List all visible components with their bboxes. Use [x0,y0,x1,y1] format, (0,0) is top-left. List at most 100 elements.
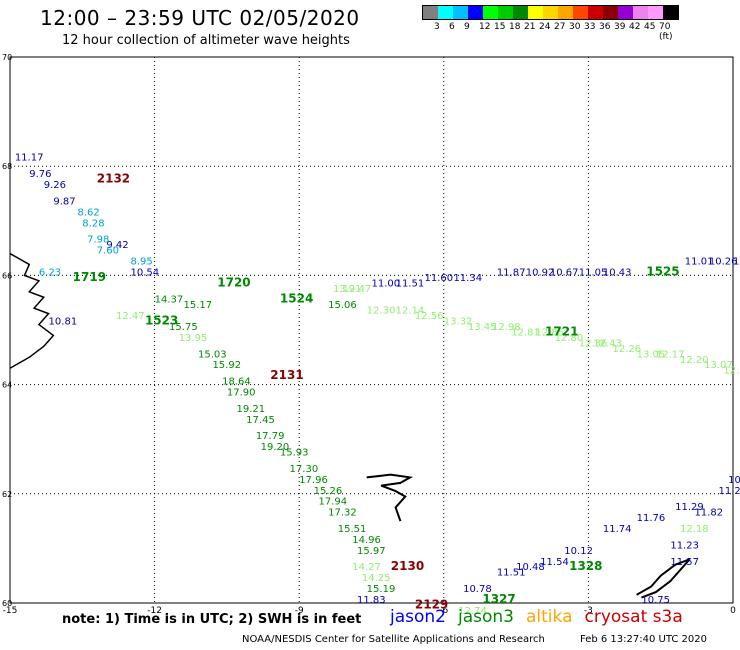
legend-label: 21 [524,22,536,32]
wave-height-label: 12.20 [680,355,709,366]
wave-height-label: 10.78 [463,584,492,595]
wave-height-label: 13.45 [468,322,497,333]
wave-height-label: 12.74 [458,606,487,617]
color-swatch-bar [422,5,679,20]
wave-height-label: 19.20 [261,442,290,453]
legend-swatch [663,6,678,19]
wave-height-label: 15.75 [169,322,198,333]
wave-height-label: 6.23 [39,267,61,278]
wave-height-label: 11.01 [685,256,714,267]
wave-height-label: 9.42 [106,240,128,251]
wave-height-label: 12.36 [579,338,608,349]
wave-height-label: 12.98 [492,322,521,333]
pass-time-label: 1327 [482,592,515,606]
wave-height-label: 17.30 [290,464,319,475]
wave-height-label: 11.29 [675,502,704,513]
legend-label: 18 [509,22,521,32]
wave-height-label: 11.28 [719,486,740,497]
wave-height-label: 11.87 [497,267,526,278]
wave-height-label: 7.98 [87,235,109,246]
wave-height-label: 10.9 [728,475,740,486]
wave-height-label: 13.95 [179,333,208,344]
legend-label: 33 [584,22,596,32]
wave-height-label: 11.82 [694,508,723,519]
wave-height-label: 11.51 [396,278,425,289]
wave-height-label: 10.92 [526,267,555,278]
wave-height-label: 12.26 [613,344,642,355]
legend-swatch [603,6,618,19]
wave-height-label: 12.26 [723,366,740,377]
legend-swatch [588,6,603,19]
wave-height-label: 11.05 [579,267,608,278]
legend-label: 36 [599,22,611,32]
wave-height-label: 8.62 [77,207,99,218]
legend-swatch [438,6,453,19]
satellite-legend-item: jason3 [458,607,514,627]
wave-height-label: 11.00 [372,278,401,289]
satellite-legend-item: jason2 [390,607,446,627]
legend-label: 39 [614,22,626,32]
lon-tick-label: -15 [3,606,18,616]
legend-swatch [543,6,558,19]
wave-height-label: 12.47 [343,284,372,295]
page-subtitle: 12 hour collection of altimeter wave hei… [62,33,350,48]
wave-height-label: 14.27 [352,562,381,573]
pass-time-label: 2130 [391,559,424,573]
legend-label: 70 (ft) [659,22,673,42]
pass-time-label: 2132 [97,172,130,186]
legend-swatch [483,6,498,19]
wave-height-label: 12.85 [535,327,564,338]
page-title: 12:00 – 23:59 UTC 02/05/2020 [40,6,360,30]
lat-tick-label: 68 [2,162,12,171]
lat-tick-label: 64 [2,381,12,390]
legend-label: 12 [479,22,491,32]
lat-tick-label: 66 [2,271,12,280]
legend-label: 9 [464,22,470,32]
lon-tick-label: -3 [584,606,593,616]
pass-time-label: 2129 [415,597,448,611]
legend-swatch [513,6,528,19]
wave-height-label: 8.95 [131,256,153,267]
pass-time-label: 1328 [569,559,602,573]
legend-label: 15 [494,22,506,32]
wave-height-label: 11.57 [670,557,699,568]
lat-tick-label: 70 [2,53,12,62]
wave-height-label: 11.74 [603,524,632,535]
wave-height-label: 12.17 [656,349,685,360]
lon-tick-label: -6 [439,606,448,616]
pass-time-label: 2131 [270,368,303,382]
wave-height-label: 18.64 [222,377,251,388]
wave-height-label: 13.05 [637,349,666,360]
legend-label: 3 [434,22,440,32]
legend-swatch [528,6,543,19]
lon-tick-label: 0 [730,606,736,616]
wave-height-label: 17.79 [256,431,285,442]
wave-height-label: 12.47 [116,311,145,322]
wave-height-label: 12.56 [415,311,444,322]
pass-time-label: 1525 [646,264,679,278]
wave-height-label: 14.96 [352,535,381,546]
legend-swatch [558,6,573,19]
wave-height-label: 17.32 [328,508,357,519]
wave-height-label: 9.87 [53,196,75,207]
wave-height-label: 15.92 [212,360,241,371]
legend-label: 45 [644,22,656,32]
lat-tick-label: 60 [2,599,12,608]
pass-time-label: 1523 [145,314,178,328]
wave-height-label: 17.45 [246,415,275,426]
legend-swatch [618,6,633,19]
wave-height-label: 11.23 [670,540,699,551]
wave-height-label: 11.54 [540,557,569,568]
satellite-legend-item: altika [526,607,573,627]
wave-height-label: 12.18 [680,524,709,535]
satellite-legend: jason2 jason3 altika cryosat s3a [390,607,695,627]
credit-timestamp: Feb 6 13:27:40 UTC 2020 [580,634,707,645]
wave-height-label: 10.48 [516,562,545,573]
legend-label: 27 [554,22,566,32]
wave-height-label: 8.28 [82,218,104,229]
faroe-islands [366,473,414,522]
wave-height-label: 15.26 [314,486,343,497]
wave-height-label: 10.43 [603,267,632,278]
wave-height-label: 11.51 [497,568,526,579]
